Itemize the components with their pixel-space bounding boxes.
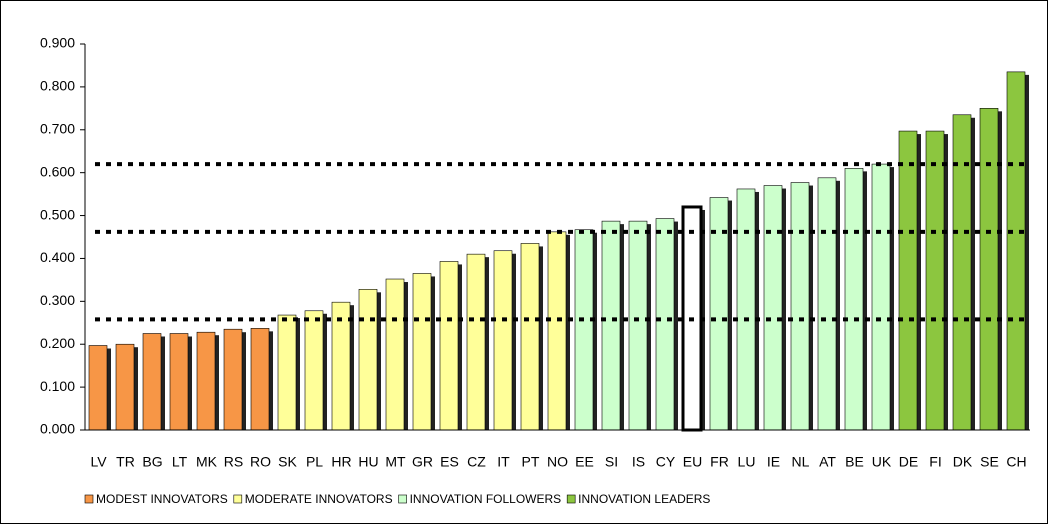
bar	[979, 108, 999, 431]
x-tick-label: UK	[872, 454, 892, 470]
x-tick-label: LT	[172, 454, 188, 470]
x-tick-label: CH	[1006, 454, 1026, 470]
bar	[574, 229, 594, 431]
x-tick-label: LV	[90, 454, 107, 470]
y-tick-label: 0.200	[40, 335, 75, 351]
bar	[601, 220, 621, 431]
bar	[898, 130, 918, 431]
legend-swatch	[233, 494, 243, 504]
x-tick-label: IE	[767, 454, 780, 470]
x-tick-label: PL	[306, 454, 323, 470]
bar	[250, 328, 270, 431]
y-tick-label: 0.800	[40, 78, 75, 94]
bar	[412, 273, 432, 431]
x-tick-label: IS	[632, 454, 645, 470]
bar	[628, 220, 648, 431]
bar	[844, 168, 864, 431]
x-tick-label: IT	[497, 454, 510, 470]
x-tick-label: DK	[953, 454, 973, 470]
y-tick-label: 0.700	[40, 120, 75, 136]
x-tick-label: HR	[331, 454, 351, 470]
x-tick-label: RS	[224, 454, 243, 470]
bar	[466, 253, 486, 431]
x-tick-label: SI	[605, 454, 618, 470]
legend-swatch	[398, 494, 407, 504]
x-tick-label: HU	[358, 454, 378, 470]
bar	[142, 333, 162, 431]
y-tick-label: 0.400	[40, 249, 75, 265]
bar	[871, 163, 891, 431]
x-tick-label: GR	[412, 454, 433, 470]
x-tick-label: MK	[196, 454, 218, 470]
x-tick-label: AT	[819, 454, 836, 470]
y-tick-label: 0.900	[40, 35, 75, 51]
legend-swatch	[566, 494, 576, 504]
x-tick-label: EE	[575, 454, 594, 470]
x-tick-label: DE	[899, 454, 918, 470]
legend-label: MODERATE INNOVATORS	[245, 492, 393, 506]
bar	[520, 243, 540, 431]
x-tick-label: SE	[980, 454, 999, 470]
x-tick-label: SK	[278, 454, 297, 470]
y-tick-label: 0.000	[40, 421, 75, 437]
bar	[115, 343, 135, 431]
bar	[88, 345, 108, 431]
x-tick-label: LU	[738, 454, 756, 470]
bar	[385, 278, 405, 431]
bar	[196, 331, 216, 431]
y-tick-label: 0.500	[40, 206, 75, 222]
x-tick-label: TR	[116, 454, 135, 470]
y-tick-label: 0.300	[40, 292, 75, 308]
x-tick-label: NO	[547, 454, 568, 470]
bar	[736, 188, 756, 431]
legend-label: INNOVATION FOLLOWERS	[410, 492, 562, 506]
bar	[817, 177, 837, 431]
x-tick-label: BG	[142, 454, 162, 470]
x-tick-label: NL	[792, 454, 810, 470]
bar	[925, 130, 945, 431]
bar	[763, 185, 783, 431]
bar	[439, 261, 459, 431]
x-tick-label: CY	[656, 454, 676, 470]
bar	[790, 182, 810, 431]
x-tick-label: RO	[250, 454, 271, 470]
x-tick-label: FR	[710, 454, 729, 470]
legend-label: INNOVATION LEADERS	[578, 492, 710, 506]
bar	[655, 218, 675, 431]
bar	[358, 289, 378, 431]
bar	[493, 250, 513, 431]
bar	[223, 328, 243, 431]
x-tick-label: ES	[440, 454, 459, 470]
x-tick-label: CZ	[467, 454, 486, 470]
x-tick-label: FI	[929, 454, 941, 470]
legend-swatch	[84, 494, 94, 504]
legend-label: MODEST INNOVATORS	[96, 492, 228, 506]
bar	[277, 314, 297, 431]
x-tick-label: PT	[522, 454, 540, 470]
bar	[169, 333, 189, 431]
bar	[547, 231, 567, 431]
bar	[1006, 71, 1026, 431]
bar	[304, 310, 324, 431]
bar	[331, 301, 351, 431]
y-tick-label: 0.100	[40, 378, 75, 394]
x-tick-label: MT	[385, 454, 406, 470]
y-tick-label: 0.600	[40, 163, 75, 179]
x-tick-label: BE	[845, 454, 864, 470]
x-tick-label: EU	[683, 454, 702, 470]
bar	[952, 114, 972, 431]
